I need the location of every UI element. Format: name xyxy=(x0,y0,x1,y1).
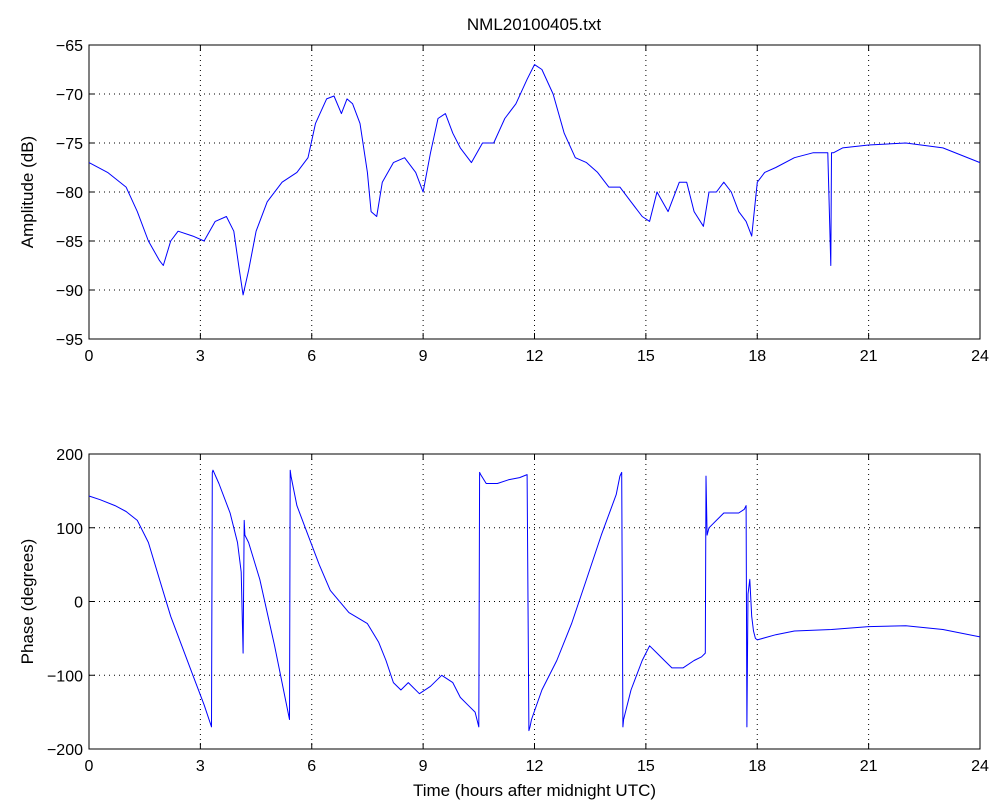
figure-title: NML20100405.txt xyxy=(467,15,601,34)
amplitude-y-tick-label: −90 xyxy=(56,283,83,300)
phase-y-tick-label: −200 xyxy=(47,742,83,759)
amplitude-x-tick-label: 3 xyxy=(196,348,205,365)
phase-plot: 0 3 6 9 12 15 18 21 24 −200 −100 0 100 200 Phase (degr… xyxy=(18,447,989,800)
phase-x-tick-label: 12 xyxy=(526,758,544,775)
phase-series-line xyxy=(88,469,981,732)
amplitude-x-tick-label: 21 xyxy=(860,348,878,365)
phase-x-tick-label: 15 xyxy=(637,758,655,775)
amplitude-y-tick-label: −80 xyxy=(56,185,83,202)
phase-x-tick-label: 9 xyxy=(419,758,428,775)
amplitude-y-tick-label: −65 xyxy=(56,38,83,55)
amplitude-x-tick-label: 9 xyxy=(419,348,428,365)
amplitude-x-tick-label: 12 xyxy=(526,348,544,365)
amplitude-y-tick-label: −70 xyxy=(56,87,83,104)
phase-y-tick-label: 200 xyxy=(56,447,83,464)
phase-ylabel: Phase (degrees) xyxy=(18,539,37,665)
amplitude-x-tick-label: 18 xyxy=(748,348,766,365)
amplitude-series-line xyxy=(88,64,981,296)
amplitude-x-tick-label: 24 xyxy=(971,348,989,365)
amplitude-y-tick-label: −95 xyxy=(56,332,83,349)
amplitude-y-tick-label: −85 xyxy=(56,234,83,251)
amplitude-x-tick-label: 15 xyxy=(637,348,655,365)
phase-x-tick-label: 6 xyxy=(307,758,316,775)
phase-y-tick-label: 0 xyxy=(74,595,83,612)
phase-y-tick-label: −100 xyxy=(47,668,83,685)
amplitude-ylabel: Amplitude (dB) xyxy=(18,136,37,248)
phase-y-tick-label: 100 xyxy=(56,521,83,538)
phase-x-tick-label: 24 xyxy=(971,758,989,775)
phase-x-tick-label: 0 xyxy=(85,758,94,775)
amplitude-plot: 0 3 6 9 12 15 18 21 24 −95 −90 −85 −80 −75 −70 −65 Ampli… xyxy=(18,38,989,365)
phase-x-tick-label: 21 xyxy=(860,758,878,775)
amplitude-x-tick-label: 6 xyxy=(307,348,316,365)
phase-xlabel: Time (hours after midnight UTC) xyxy=(413,781,656,800)
phase-x-tick-label: 18 xyxy=(748,758,766,775)
phase-x-tick-label: 3 xyxy=(196,758,205,775)
amplitude-x-tick-label: 0 xyxy=(85,348,94,365)
amplitude-y-tick-label: −75 xyxy=(56,136,83,153)
